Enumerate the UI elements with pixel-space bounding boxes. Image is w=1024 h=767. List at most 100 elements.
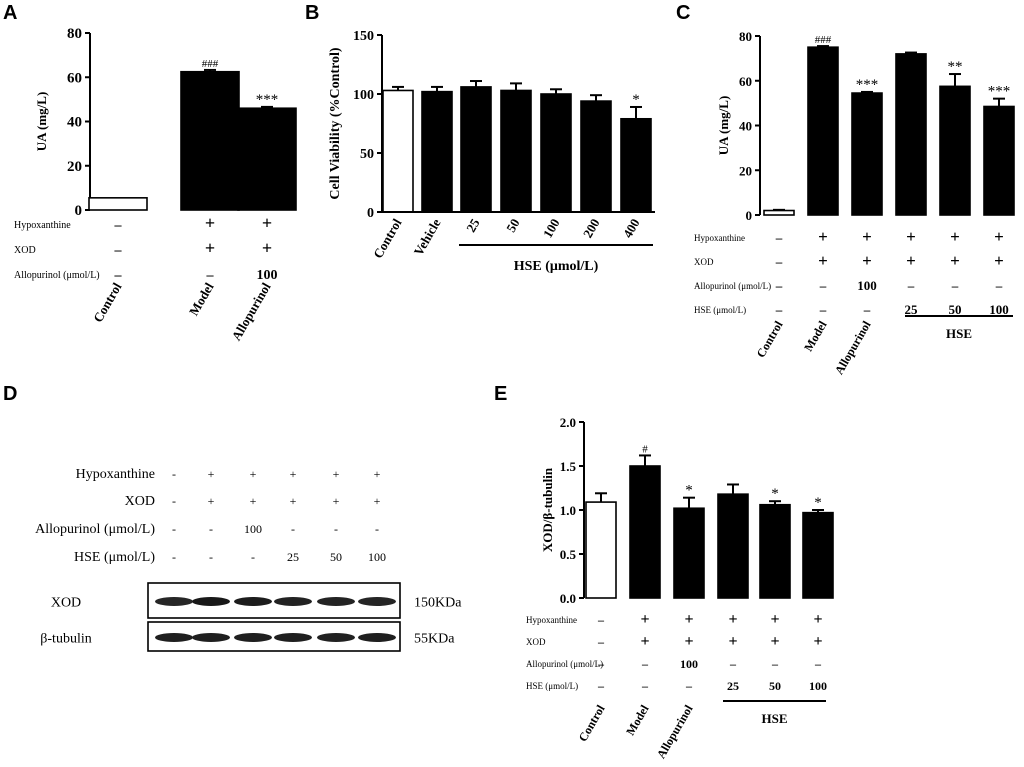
panel-label-a: A [3,2,17,24]
chart-e-significance-label: * [685,483,693,499]
chart-a-y-tick-label: 20 [67,159,82,175]
chart-c-bar [983,105,1015,216]
chart-c-treatment-label: XOD [694,257,714,267]
chart-b-bar [620,117,652,213]
chart-a-treatment-value: 100 [257,268,278,283]
chart-a-category-label: Allopurinol [228,280,273,344]
chart-e-treatment-value: – [685,679,693,693]
chart-a-bar [88,197,148,211]
chart-b-group-label: HSE (μmol/L) [514,259,599,274]
chart-c-treatment-value: – [819,302,827,317]
chart-c-bar [939,85,971,216]
chart-c-y-tick-label: 40 [739,119,752,134]
chart-a-treatment-value: + [205,238,215,258]
blot-treatment-value: - [172,550,176,564]
blot-treatment-value: - [172,467,176,481]
chart-a: 0 20 40 60 80 UA (mg/L) ### *** Hypoxanthine – + + X… [14,26,297,344]
blot-treatment-value: + [333,467,340,481]
chart-b-category-label: Control [370,216,405,261]
chart-e-treatment-value: 50 [769,679,781,693]
blot-protein-label: XOD [51,596,81,611]
chart-a-y-tick-label: 40 [67,115,82,131]
chart-e-treatment-label: Hypoxanthine [526,615,577,625]
chart-c-group-label: HSE [946,326,972,341]
chart-c-bar [851,92,883,216]
chart-c-treatment-label: HSE (μmol/L) [694,305,746,315]
chart-b-category-label: 400 [620,216,643,240]
blot-band [274,633,312,642]
panel-label-d: D [3,383,17,405]
chart-e-treatment-value: – [729,657,737,671]
blot-band [317,597,355,606]
chart-e-treatment-value: – [597,613,605,627]
blot-treatment-value: + [290,467,297,481]
chart-a-significance-label: *** [256,92,279,108]
chart-a-treatment-label: Hypoxanthine [14,220,71,231]
chart-c-treatment-value: + [862,251,872,270]
chart-c-treatment-value: – [775,278,783,293]
chart-e-group-label: HSE [761,711,787,726]
chart-b-y-axis-label: Cell Viability (%Control) [328,47,343,200]
chart-c-treatment-value: – [907,278,915,293]
chart-e-treatment-value: + [684,611,693,628]
chart-c-y-tick-label: 80 [739,29,752,44]
chart-e-y-tick-label: 0.0 [560,591,576,606]
chart-e-bar [585,501,617,599]
chart-c-treatment-value: + [906,251,916,270]
chart-e-treatment-value: – [597,657,605,671]
chart-e-bar [629,465,661,599]
chart-a-category-label: Model [186,280,217,318]
chart-c-treatment-value: 25 [905,302,919,317]
chart-b-category-label: 25 [463,216,483,235]
blot-band [234,633,272,642]
chart-e-bar [717,493,749,599]
chart-c-treatment-value: – [775,254,783,269]
panel-label-e: E [494,383,507,405]
chart-e-treatment-value: – [597,635,605,649]
chart-c-y-tick-label: 20 [739,163,752,178]
chart-e-treatment-value: + [640,633,649,650]
chart-e-category-label: Control [576,702,608,744]
chart-e-significance-label: # [642,443,648,455]
chart-c-treatment-value: + [950,227,960,246]
blot-treatment-value: + [250,467,257,481]
blot-treatment-label: HSE (μmol/L) [74,550,155,565]
chart-c-treatment-label: Hypoxanthine [694,233,745,243]
blot-treatment-value: - [251,550,255,564]
chart-c-treatment-value: – [995,278,1003,293]
chart-b-y-tick-label: 0 [367,206,374,221]
chart-c-treatment-value: + [818,227,828,246]
chart-e-y-tick-label: 1.0 [560,503,576,518]
chart-a-treatment-value: – [114,243,123,258]
chart-b-bar [500,89,532,213]
chart-a-bar [237,107,297,211]
chart-c-treatment-value: – [775,230,783,245]
chart-e-significance-label: * [814,495,822,511]
blot-band [274,597,312,606]
chart-c-treatment-value: – [951,278,959,293]
blot-treatment-value: - [172,494,176,508]
chart-e-treatment-value: + [813,611,822,628]
blot-treatment-value: - [209,522,213,536]
chart-a-treatment-value: – [114,268,123,283]
blot-treatment-label: Allopurinol (μmol/L) [35,522,155,537]
chart-e-treatment-value: + [770,633,779,650]
chart-c-category-label: Model [801,318,830,354]
blot-treatment-value: + [374,467,381,481]
chart-e-treatment-value: – [641,679,649,693]
blot-treatment-value: + [208,467,215,481]
chart-a-category-label: Control [90,280,125,325]
chart-c-bar [807,46,839,216]
chart-a-significance-label: ### [202,58,219,70]
chart-a-treatment-value: – [206,268,215,283]
chart-c-treatment-value: – [775,302,783,317]
chart-c-y-tick-label: 0 [746,208,753,223]
chart-e-treatment-value: – [771,657,779,671]
chart-b-significance-label: * [632,92,640,108]
blot-band [155,597,193,606]
chart-a-treatment-value: + [262,238,272,258]
blot-treatment-value: + [290,494,297,508]
chart-c-y-axis-label: UA (mg/L) [716,96,731,156]
blot-size-label: 150KDa [414,596,462,611]
chart-c-y-tick-label: 60 [739,74,752,89]
